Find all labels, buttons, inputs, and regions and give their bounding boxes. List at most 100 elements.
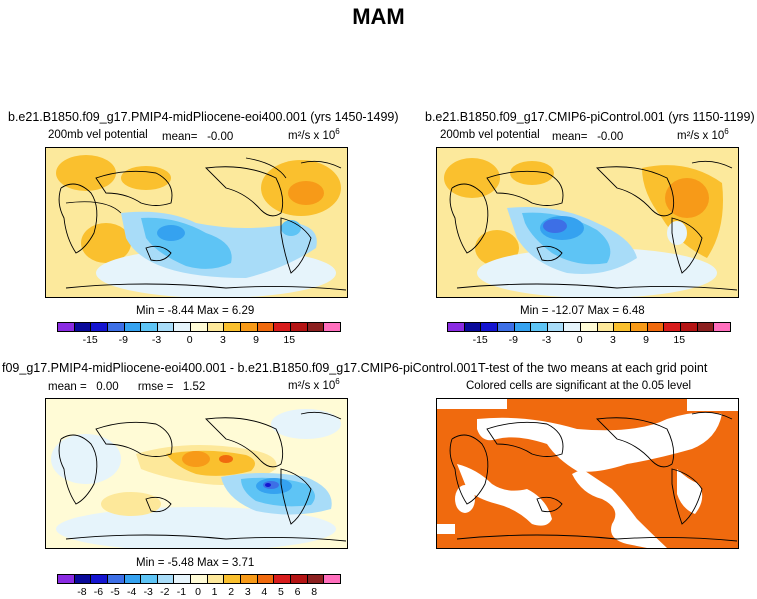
- colorbar-swatch: [481, 323, 498, 331]
- colorbar-swatch: [664, 323, 681, 331]
- colorbar-tick-label: -5: [110, 586, 120, 598]
- colorbar-swatch: [174, 323, 192, 331]
- colorbar-tick-label: 6: [294, 586, 301, 598]
- colorbar-swatch: [531, 323, 548, 331]
- colorbar-swatch: [58, 323, 75, 331]
- colorbar-swatch: [58, 575, 75, 583]
- panel2-colorbar: [447, 322, 731, 332]
- colorbar-swatch: [74, 323, 92, 331]
- colorbar-swatch: [324, 323, 340, 331]
- panel3-colorbar: [57, 574, 341, 584]
- colorbar-swatch: [307, 575, 325, 583]
- colorbar-tick-label: -4: [126, 586, 137, 598]
- panel2-minmax: Min = -12.07 Max = 6.48: [520, 305, 645, 317]
- colorbar-swatch: [324, 575, 340, 583]
- colorbar-tick-label: -8: [77, 586, 87, 598]
- colorbar-swatch: [631, 323, 648, 331]
- colorbar-swatch: [241, 323, 258, 331]
- colorbar-swatch: [157, 323, 175, 331]
- panel2-colorbar-ticks: -15 -9 -3 0 3 9 15: [447, 334, 729, 346]
- colorbar-swatch: [581, 323, 598, 331]
- colorbar-tick-label: -9: [508, 334, 519, 346]
- colorbar-swatch: [448, 323, 465, 331]
- panel2-mean: mean= -0.00: [552, 131, 624, 143]
- colorbar-swatch: [547, 323, 565, 331]
- colorbar-swatch: [174, 575, 192, 583]
- colorbar-tick-label: 5: [278, 586, 284, 598]
- colorbar-tick-label: -15: [472, 334, 488, 346]
- colorbar-swatch: [680, 323, 698, 331]
- panel1-minmax: Min = -8.44 Max = 6.29: [136, 305, 255, 317]
- colorbar-tick-label: 1: [211, 586, 218, 598]
- colorbar-tick-label: -3: [541, 334, 552, 346]
- colorbar-tick-label: 8: [311, 586, 318, 598]
- panel1-field-label: 200mb vel potential: [48, 129, 148, 141]
- colorbar-tick-label: 3: [609, 334, 616, 346]
- colorbar-swatch: [124, 575, 142, 583]
- colorbar-swatch: [91, 575, 108, 583]
- colorbar-swatch: [564, 323, 582, 331]
- colorbar-swatch: [241, 575, 258, 583]
- panel4-map: [436, 398, 739, 549]
- panel1-map: [45, 147, 348, 298]
- colorbar-swatch: [191, 575, 208, 583]
- colorbar-swatch: [597, 323, 615, 331]
- colorbar-tick-label: 0: [195, 586, 201, 598]
- colorbar-tick-label: 15: [283, 334, 296, 346]
- colorbar-swatch: [107, 323, 125, 331]
- panel1-title: b.e21.B1850.f09_g17.PMIP4-midPliocene-eo…: [8, 110, 399, 124]
- colorbar-tick-label: 0: [186, 334, 193, 346]
- colorbar-swatch: [91, 323, 108, 331]
- colorbar-swatch: [614, 323, 632, 331]
- colorbar-tick-label: 9: [253, 334, 259, 346]
- colorbar-tick-label: -3: [151, 334, 162, 346]
- panel3-stats: mean = 0.00 rmse = 1.52: [48, 381, 206, 393]
- colorbar-swatch: [191, 323, 208, 331]
- colorbar-tick-label: -1: [176, 586, 187, 598]
- colorbar-swatch: [257, 575, 275, 583]
- colorbar-swatch: [141, 323, 158, 331]
- colorbar-swatch: [257, 323, 275, 331]
- colorbar-tick-label: -3: [143, 586, 153, 598]
- panel3-minmax: Min = -5.48 Max = 3.71: [136, 557, 255, 569]
- figure-title: MAM: [352, 4, 405, 29]
- colorbar-tick-label: 3: [219, 334, 226, 346]
- colorbar-swatch: [157, 575, 175, 583]
- panel3-colorbar-ticks: -8 -6 -5 -4 -3 -2 -1 0 1 2 3 4 5 6 8: [57, 586, 339, 598]
- panel1-units: m²/s x 106: [288, 127, 340, 142]
- colorbar-swatch: [290, 323, 308, 331]
- colorbar-swatch: [290, 575, 308, 583]
- colorbar-tick-label: 2: [228, 586, 235, 598]
- colorbar-swatch: [141, 575, 158, 583]
- colorbar-tick-label: -6: [93, 586, 104, 598]
- panel2-units: m²/s x 106: [677, 127, 729, 142]
- panel2-title: b.e21.B1850.f09_g17.CMIP6-piControl.001 …: [425, 110, 755, 124]
- colorbar-swatch: [697, 323, 715, 331]
- colorbar-tick-label: 3: [244, 586, 251, 598]
- colorbar-swatch: [497, 323, 515, 331]
- colorbar-tick-label: 0: [576, 334, 583, 346]
- colorbar-swatch: [124, 323, 142, 331]
- panel4-title: T-test of the two means at each grid poi…: [478, 361, 708, 375]
- colorbar-swatch: [74, 575, 92, 583]
- panel1-colorbar: [57, 322, 341, 332]
- colorbar-swatch: [224, 575, 242, 583]
- colorbar-tick-label: 9: [643, 334, 649, 346]
- panel3-units: m²/s x 106: [288, 377, 340, 392]
- colorbar-tick-label: -15: [82, 334, 98, 346]
- panel2-field-label: 200mb vel potential: [440, 129, 540, 141]
- colorbar-swatch: [207, 575, 225, 583]
- colorbar-swatch: [207, 323, 225, 331]
- colorbar-tick-label: 15: [673, 334, 686, 346]
- colorbar-swatch: [307, 323, 325, 331]
- colorbar-swatch: [274, 323, 291, 331]
- panel1-colorbar-ticks: -15 -9 -3 0 3 9 15: [57, 334, 339, 346]
- colorbar-tick-label: 4: [261, 586, 268, 598]
- panel3-title: f09_g17.PMIP4-midPliocene-eoi400.001 - b…: [2, 361, 478, 375]
- panel2-map: [436, 147, 739, 298]
- colorbar-swatch: [224, 323, 242, 331]
- colorbar-swatch: [274, 575, 291, 583]
- colorbar-swatch: [647, 323, 665, 331]
- colorbar-tick-label: -9: [118, 334, 129, 346]
- colorbar-swatch: [464, 323, 482, 331]
